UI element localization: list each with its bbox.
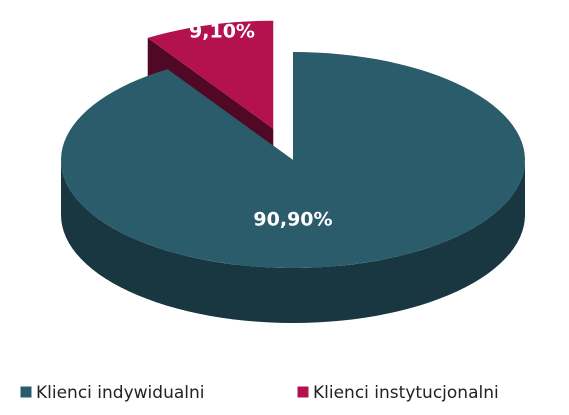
slice (61, 52, 525, 323)
value-label: 90,90% (253, 209, 332, 231)
legend-label: Klienci instytucjonalni (313, 383, 499, 403)
slice-top (61, 52, 525, 268)
slice-top (147, 20, 274, 129)
legend-swatch (296, 385, 310, 399)
slice-side (61, 160, 525, 323)
value-label: 9,10% (189, 21, 255, 43)
legend-swatch (19, 385, 33, 399)
legend-label: Klienci indywidualni (36, 383, 204, 403)
